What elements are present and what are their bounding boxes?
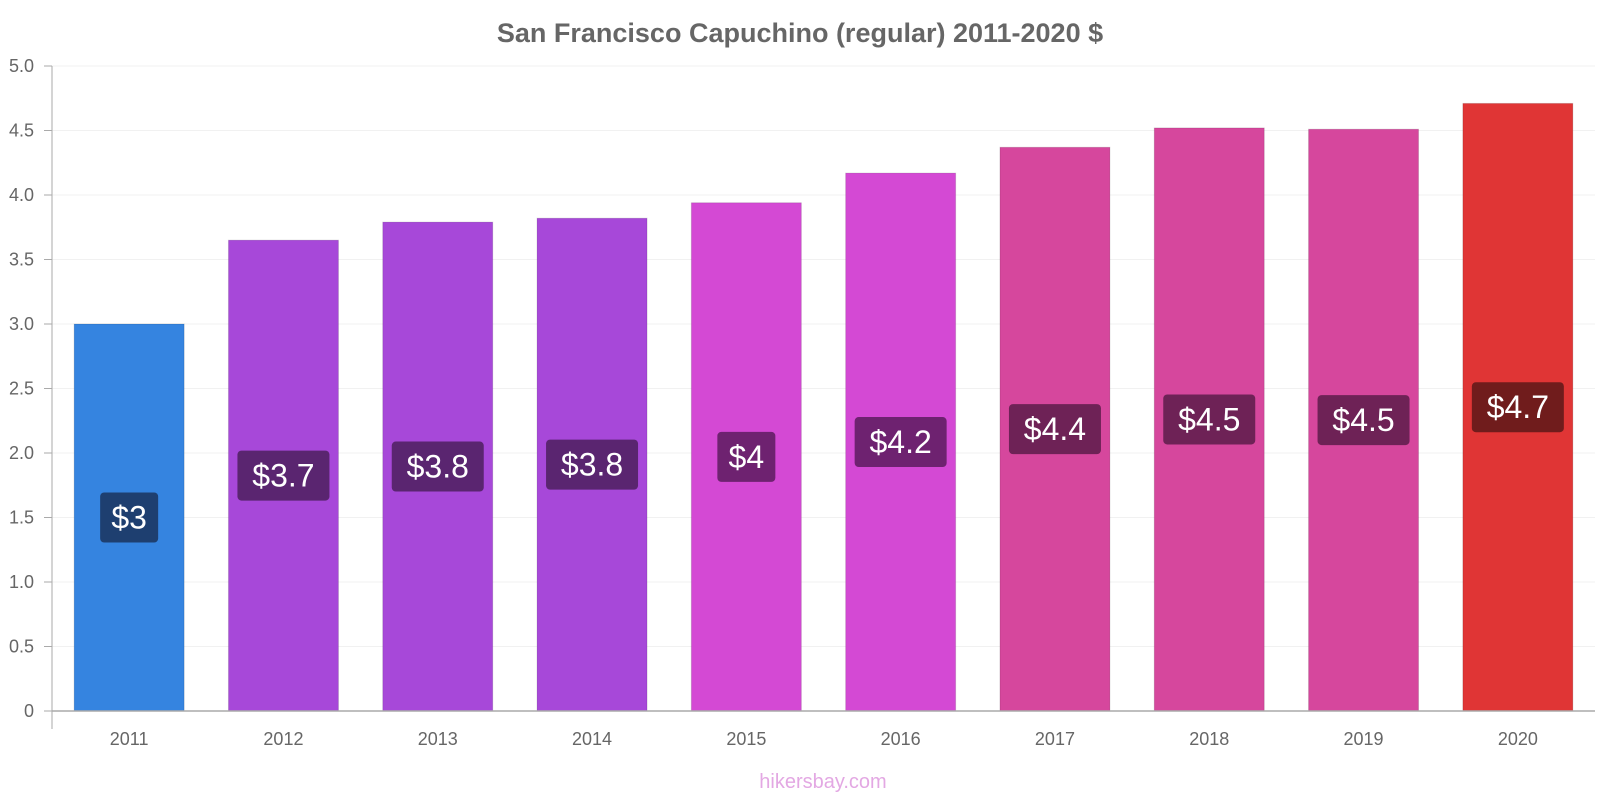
y-tick-label: 4.0 [9,185,34,205]
data-label: $4.7 [1487,389,1549,425]
x-tick-label: 2018 [1189,729,1229,749]
data-label: $4.5 [1178,401,1240,437]
data-label: $3.8 [407,449,469,485]
data-label-box [100,492,159,543]
chart-title: San Francisco Capuchino (regular) 2011-2… [497,18,1103,48]
x-tick-label: 2019 [1344,729,1384,749]
data-label-box [717,431,776,482]
y-tick-label: 5.0 [9,56,34,76]
data-label-box [391,441,484,492]
x-tick-label: 2011 [110,729,149,749]
data-label: $4.4 [1024,411,1086,447]
x-axis: 2011 2012 2013 2014 2015 2016 2017 2018 2019 2020 [52,710,1595,749]
x-tick-label: 2020 [1498,729,1538,749]
data-label-box [237,450,330,501]
data-label-box [1163,394,1256,445]
y-tick-label: 2.5 [9,379,34,399]
data-label: $3.8 [561,447,623,483]
x-tick-label: 2017 [1035,729,1075,749]
x-tick-label: 2015 [726,729,766,749]
y-tick-label: 3.5 [9,250,34,270]
x-tick-label: 2014 [572,729,612,749]
data-label: $3 [111,500,147,536]
data-label: $4.5 [1332,402,1394,438]
y-tick-label: 1.5 [9,508,34,528]
x-tick-label: 2013 [418,729,458,749]
data-label-box [1008,404,1101,455]
y-tick-label: 0 [24,701,34,721]
y-tick-label: 4.5 [9,121,34,141]
x-tick-label: 2016 [881,729,921,749]
y-tick-label: 3.0 [9,314,34,334]
data-label-box [1317,395,1410,446]
data-label-box [546,439,639,490]
data-label: $3.7 [252,458,314,494]
y-tick-label: 0.5 [9,637,34,657]
data-label: $4.2 [870,424,932,460]
source-watermark: hikersbay.com [759,771,886,793]
x-tick-label: 2012 [263,729,303,749]
data-label-box [1471,382,1564,433]
data-label-box [854,417,947,468]
y-tick-label: 2.0 [9,443,34,463]
data-label: $4 [729,439,765,475]
y-axis: 0 0.5 1.0 1.5 2.0 2.5 3.0 3.5 4.0 4.5 5.0 [9,56,53,729]
y-tick-label: 1.0 [9,572,34,592]
data-labels: $3 $3.7 $3.8 $3.8 $4 $4.2 $4.4 $4.5 $4.5 $4.7 [100,382,1564,543]
